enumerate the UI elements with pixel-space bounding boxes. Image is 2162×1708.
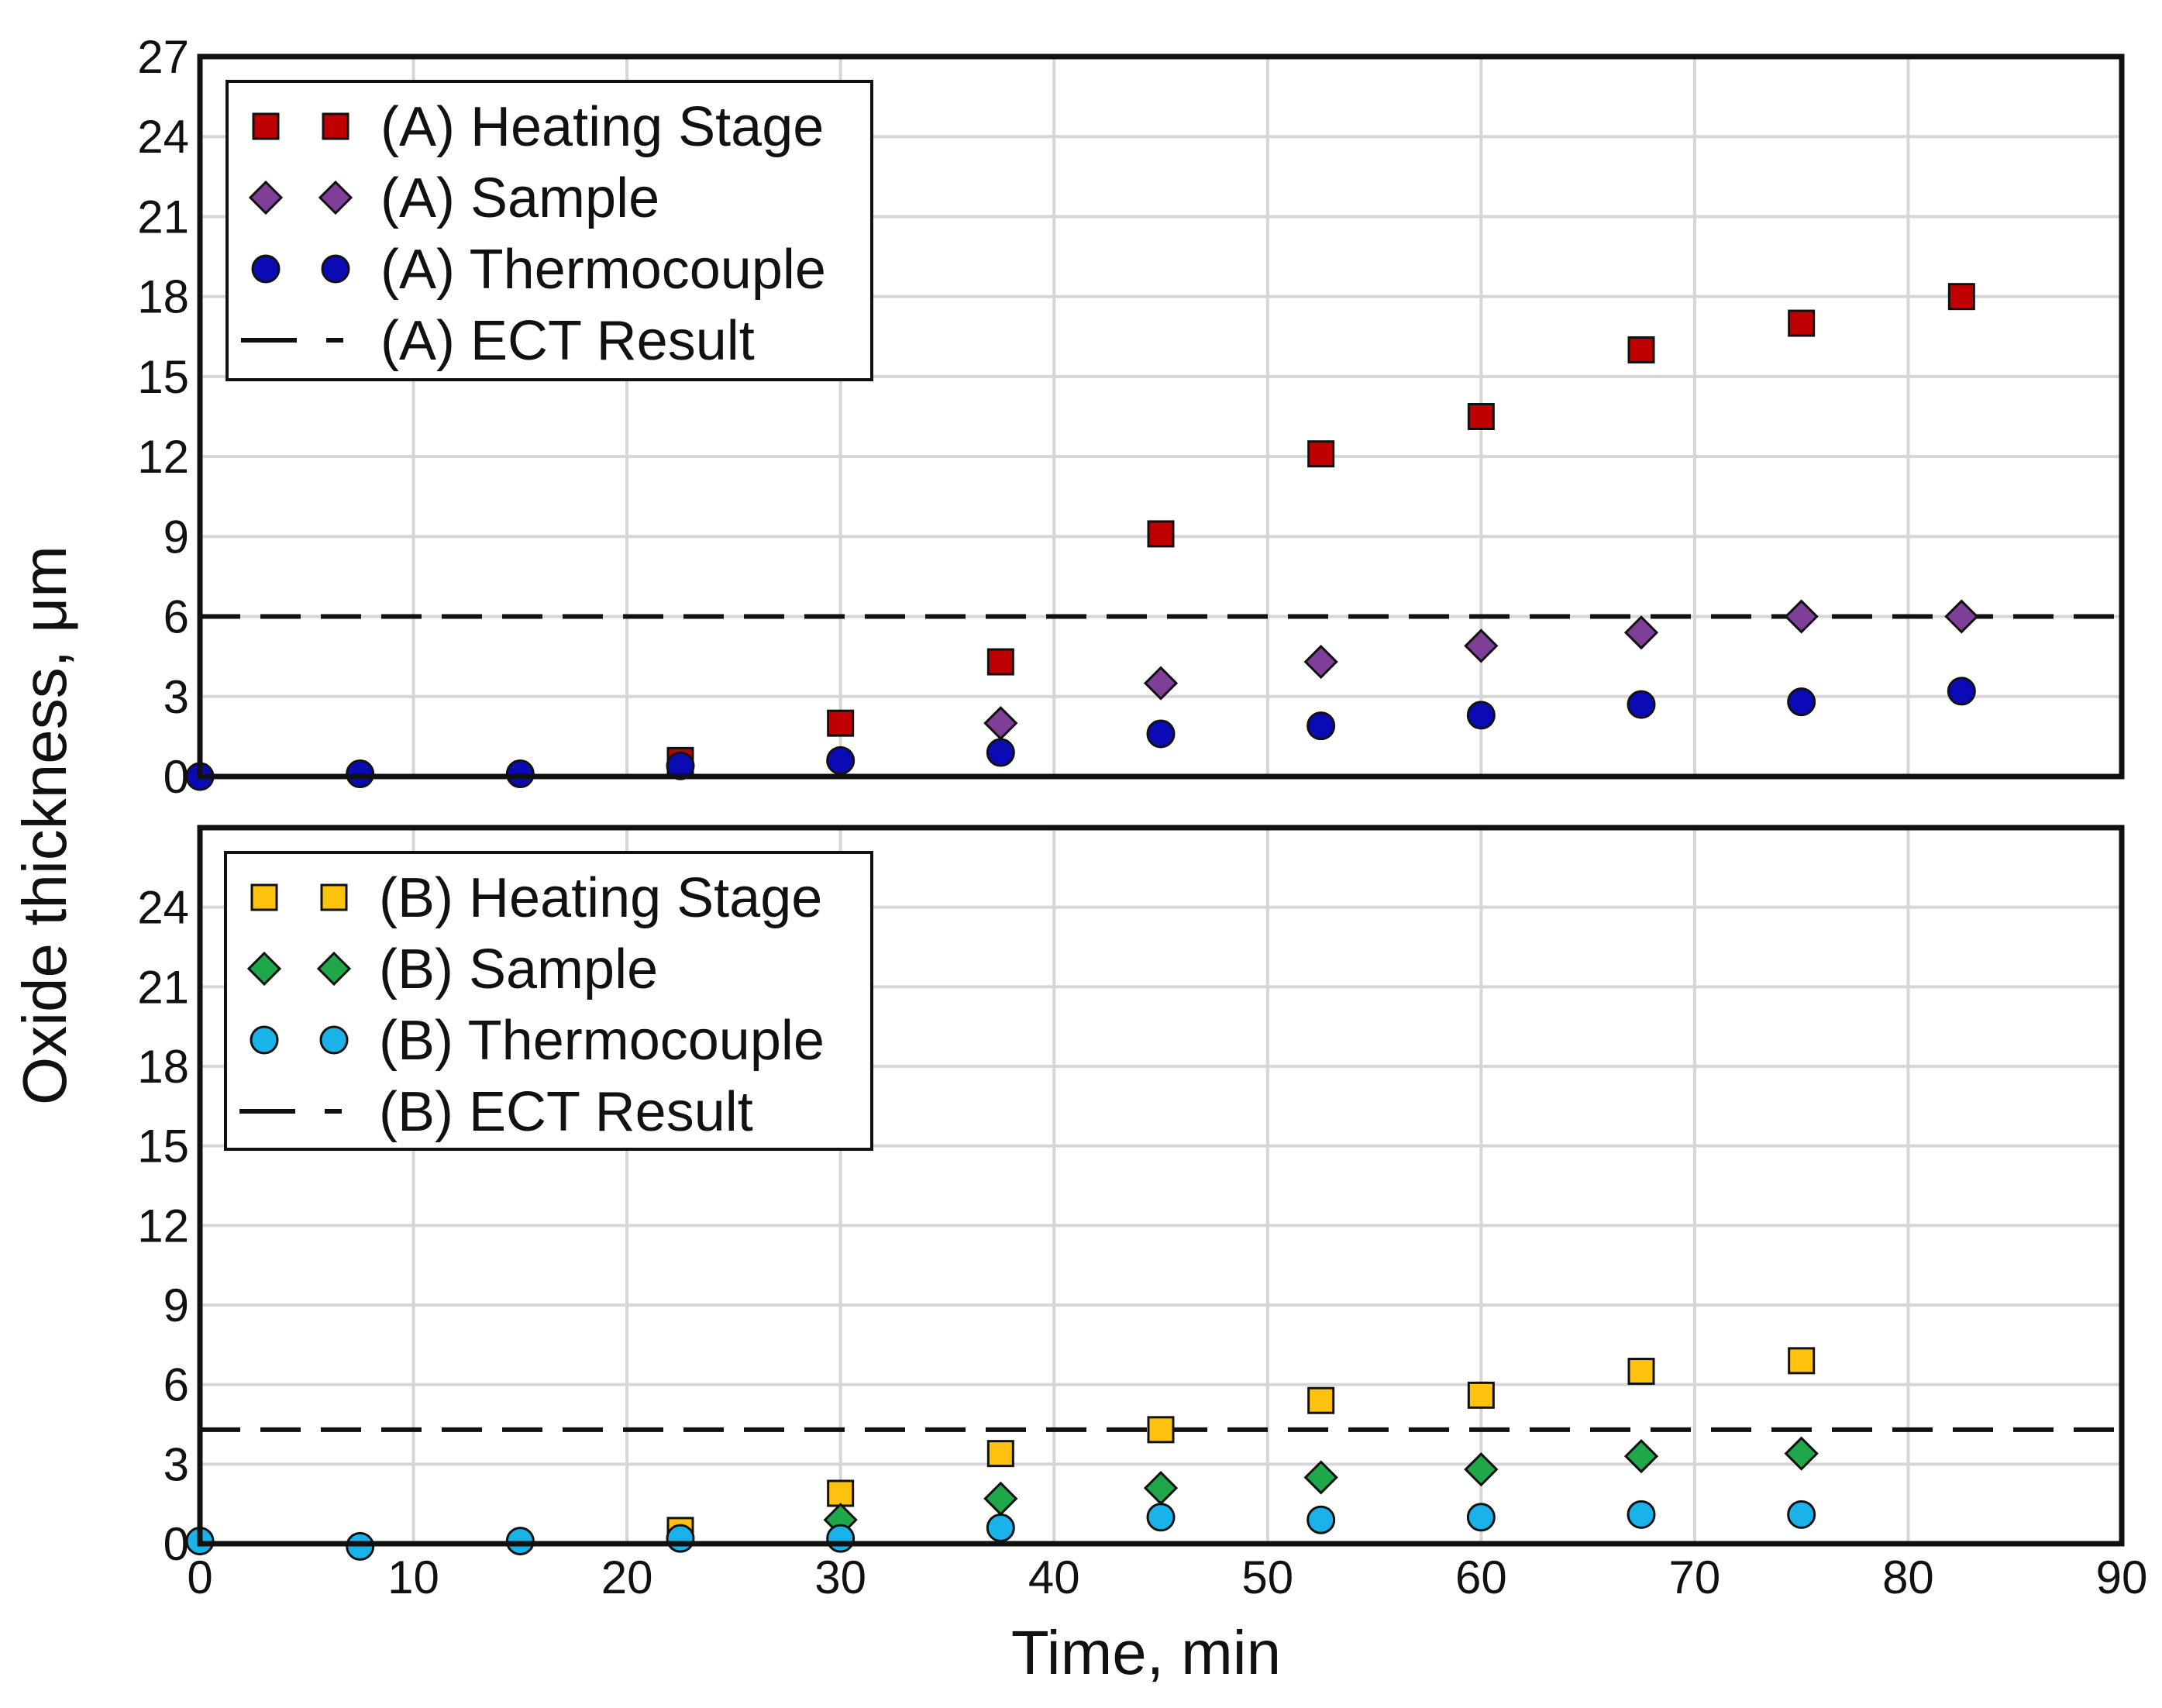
- bottom-y-tick-label: 9: [164, 1279, 189, 1331]
- bottom-x-tick-label: 20: [601, 1551, 653, 1603]
- bottom-legend-marker: [319, 1025, 349, 1055]
- top-legend-marker: [248, 180, 284, 215]
- top-y-tick-label: 12: [137, 431, 189, 483]
- bottom-y-tick-label: 15: [137, 1121, 189, 1173]
- bottom-legend-label: (B) Sample: [379, 938, 658, 1000]
- bottom-point-square: [1147, 1416, 1175, 1444]
- bottom-legend-label: (B) Heating Stage: [379, 867, 822, 929]
- top-y-tick-label: 9: [164, 511, 189, 563]
- top-point-circle: [1787, 687, 1816, 717]
- top-point-square: [1627, 336, 1655, 363]
- bottom-x-tick-label: 0: [187, 1551, 212, 1603]
- top-point-circle: [826, 746, 856, 775]
- top-panel: 0 3 6 9 12 15 18 21 24 27 (A) Heating Stage (A) Sam…: [137, 31, 2125, 803]
- top-y-tick-label: 21: [137, 191, 189, 243]
- bottom-legend-marker: [246, 951, 282, 987]
- top-point-square: [1788, 309, 1816, 337]
- top-point-diamond: [1784, 599, 1819, 634]
- bottom-legend-label: (B) Thermocouple: [379, 1010, 825, 1072]
- bottom-y-tick-label: 18: [137, 1041, 189, 1093]
- top-point-circle: [986, 738, 1015, 767]
- bottom-point-diamond: [1464, 1452, 1499, 1487]
- bottom-y-tick-label: 24: [137, 882, 189, 934]
- bottom-legend-label: (B) ECT Result: [379, 1081, 753, 1143]
- top-point-square: [1307, 440, 1335, 468]
- top-y-tick-label: 3: [164, 671, 189, 723]
- bottom-legend-marker: [316, 951, 352, 987]
- bottom-point-diamond: [1784, 1436, 1819, 1471]
- bottom-x-tick-label: 90: [2096, 1551, 2148, 1603]
- bottom-point-circle: [1146, 1503, 1176, 1532]
- bottom-point-circle: [1787, 1500, 1816, 1529]
- bottom-point-square: [827, 1479, 855, 1507]
- top-y-tick-label: 24: [137, 111, 189, 163]
- top-legend-label: (A) ECT Result: [380, 310, 755, 372]
- bottom-x-tick-label: 10: [387, 1551, 439, 1603]
- top-legend-marker: [251, 254, 281, 284]
- bottom-y-tick-label: 6: [164, 1359, 189, 1411]
- x-axis-title: Time, min: [1011, 1618, 1281, 1687]
- top-point-circle: [1306, 711, 1336, 741]
- bottom-point-circle: [986, 1513, 1015, 1542]
- top-frame: [197, 53, 2125, 780]
- top-y-tick-label: 18: [137, 271, 189, 323]
- bottom-point-diamond: [1623, 1438, 1659, 1474]
- top-legend-label: (A) Heating Stage: [380, 96, 824, 158]
- bottom-x-tick-label: 60: [1455, 1551, 1507, 1603]
- top-legend-marker: [252, 112, 280, 140]
- top-legend-label: (A) Thermocouple: [380, 239, 826, 301]
- top-point-square: [1147, 520, 1175, 548]
- bottom-panel: 0 3 6 9 12 15 18 21 24 0 10 20 30 40 50 60 70 80 90 (B) Hea…: [137, 825, 2148, 1603]
- bottom-legend-marker: [320, 883, 348, 911]
- top-point-circle: [1146, 719, 1176, 749]
- top-point-diamond: [1464, 628, 1499, 663]
- top-point-diamond: [1143, 666, 1179, 701]
- bottom-point-circle: [1306, 1505, 1336, 1534]
- bottom-point-square: [1467, 1381, 1495, 1409]
- bottom-point-circle: [1466, 1503, 1496, 1532]
- top-point-diamond: [1944, 599, 1979, 634]
- top-y-tick-label: 15: [137, 351, 189, 403]
- bottom-x-tick-label: 80: [1882, 1551, 1934, 1603]
- bottom-x-tick-label: 30: [814, 1551, 866, 1603]
- top-y-tick-label: 6: [164, 591, 189, 643]
- top-point-square: [1947, 283, 1975, 311]
- bottom-point-square: [1627, 1358, 1655, 1386]
- bottom-x-tick-label: 70: [1669, 1551, 1721, 1603]
- top-legend-label: (A) Sample: [380, 167, 659, 229]
- bottom-point-diamond: [1303, 1460, 1338, 1495]
- top-legend-marker: [322, 112, 349, 140]
- bottom-frame: [197, 825, 2125, 1547]
- top-y-tick-label: 0: [164, 751, 189, 803]
- top-point-diamond: [1623, 615, 1659, 650]
- bottom-x-tick-label: 40: [1028, 1551, 1080, 1603]
- bottom-point-circle: [1627, 1500, 1656, 1529]
- top-point-diamond: [1303, 644, 1338, 680]
- top-point-circle: [1466, 701, 1496, 730]
- bottom-x-tick-label: 50: [1241, 1551, 1293, 1603]
- top-legend-marker: [321, 254, 350, 284]
- bottom-legend-marker: [250, 1025, 279, 1055]
- bottom-point-square: [1788, 1347, 1816, 1375]
- top-legend-marker: [318, 180, 353, 215]
- bottom-y-tick-label: 0: [164, 1518, 189, 1570]
- bottom-point-circle: [666, 1524, 695, 1553]
- top-point-circle: [1947, 677, 1976, 706]
- top-point-square: [827, 709, 855, 737]
- top-point-square: [986, 648, 1014, 676]
- bottom-legend-marker: [250, 883, 278, 911]
- top-y-tick-label: 27: [137, 31, 189, 83]
- bottom-point-square: [1307, 1386, 1335, 1414]
- bottom-y-tick-label: 12: [137, 1200, 189, 1252]
- y-axis-title: Oxide thickness, μm: [10, 546, 79, 1105]
- top-point-circle: [1627, 690, 1656, 719]
- bottom-point-square: [986, 1440, 1014, 1468]
- top-point-square: [1467, 403, 1495, 430]
- bottom-y-tick-label: 21: [137, 961, 189, 1013]
- bottom-y-tick-label: 3: [164, 1438, 189, 1490]
- bottom-point-circle: [826, 1524, 856, 1553]
